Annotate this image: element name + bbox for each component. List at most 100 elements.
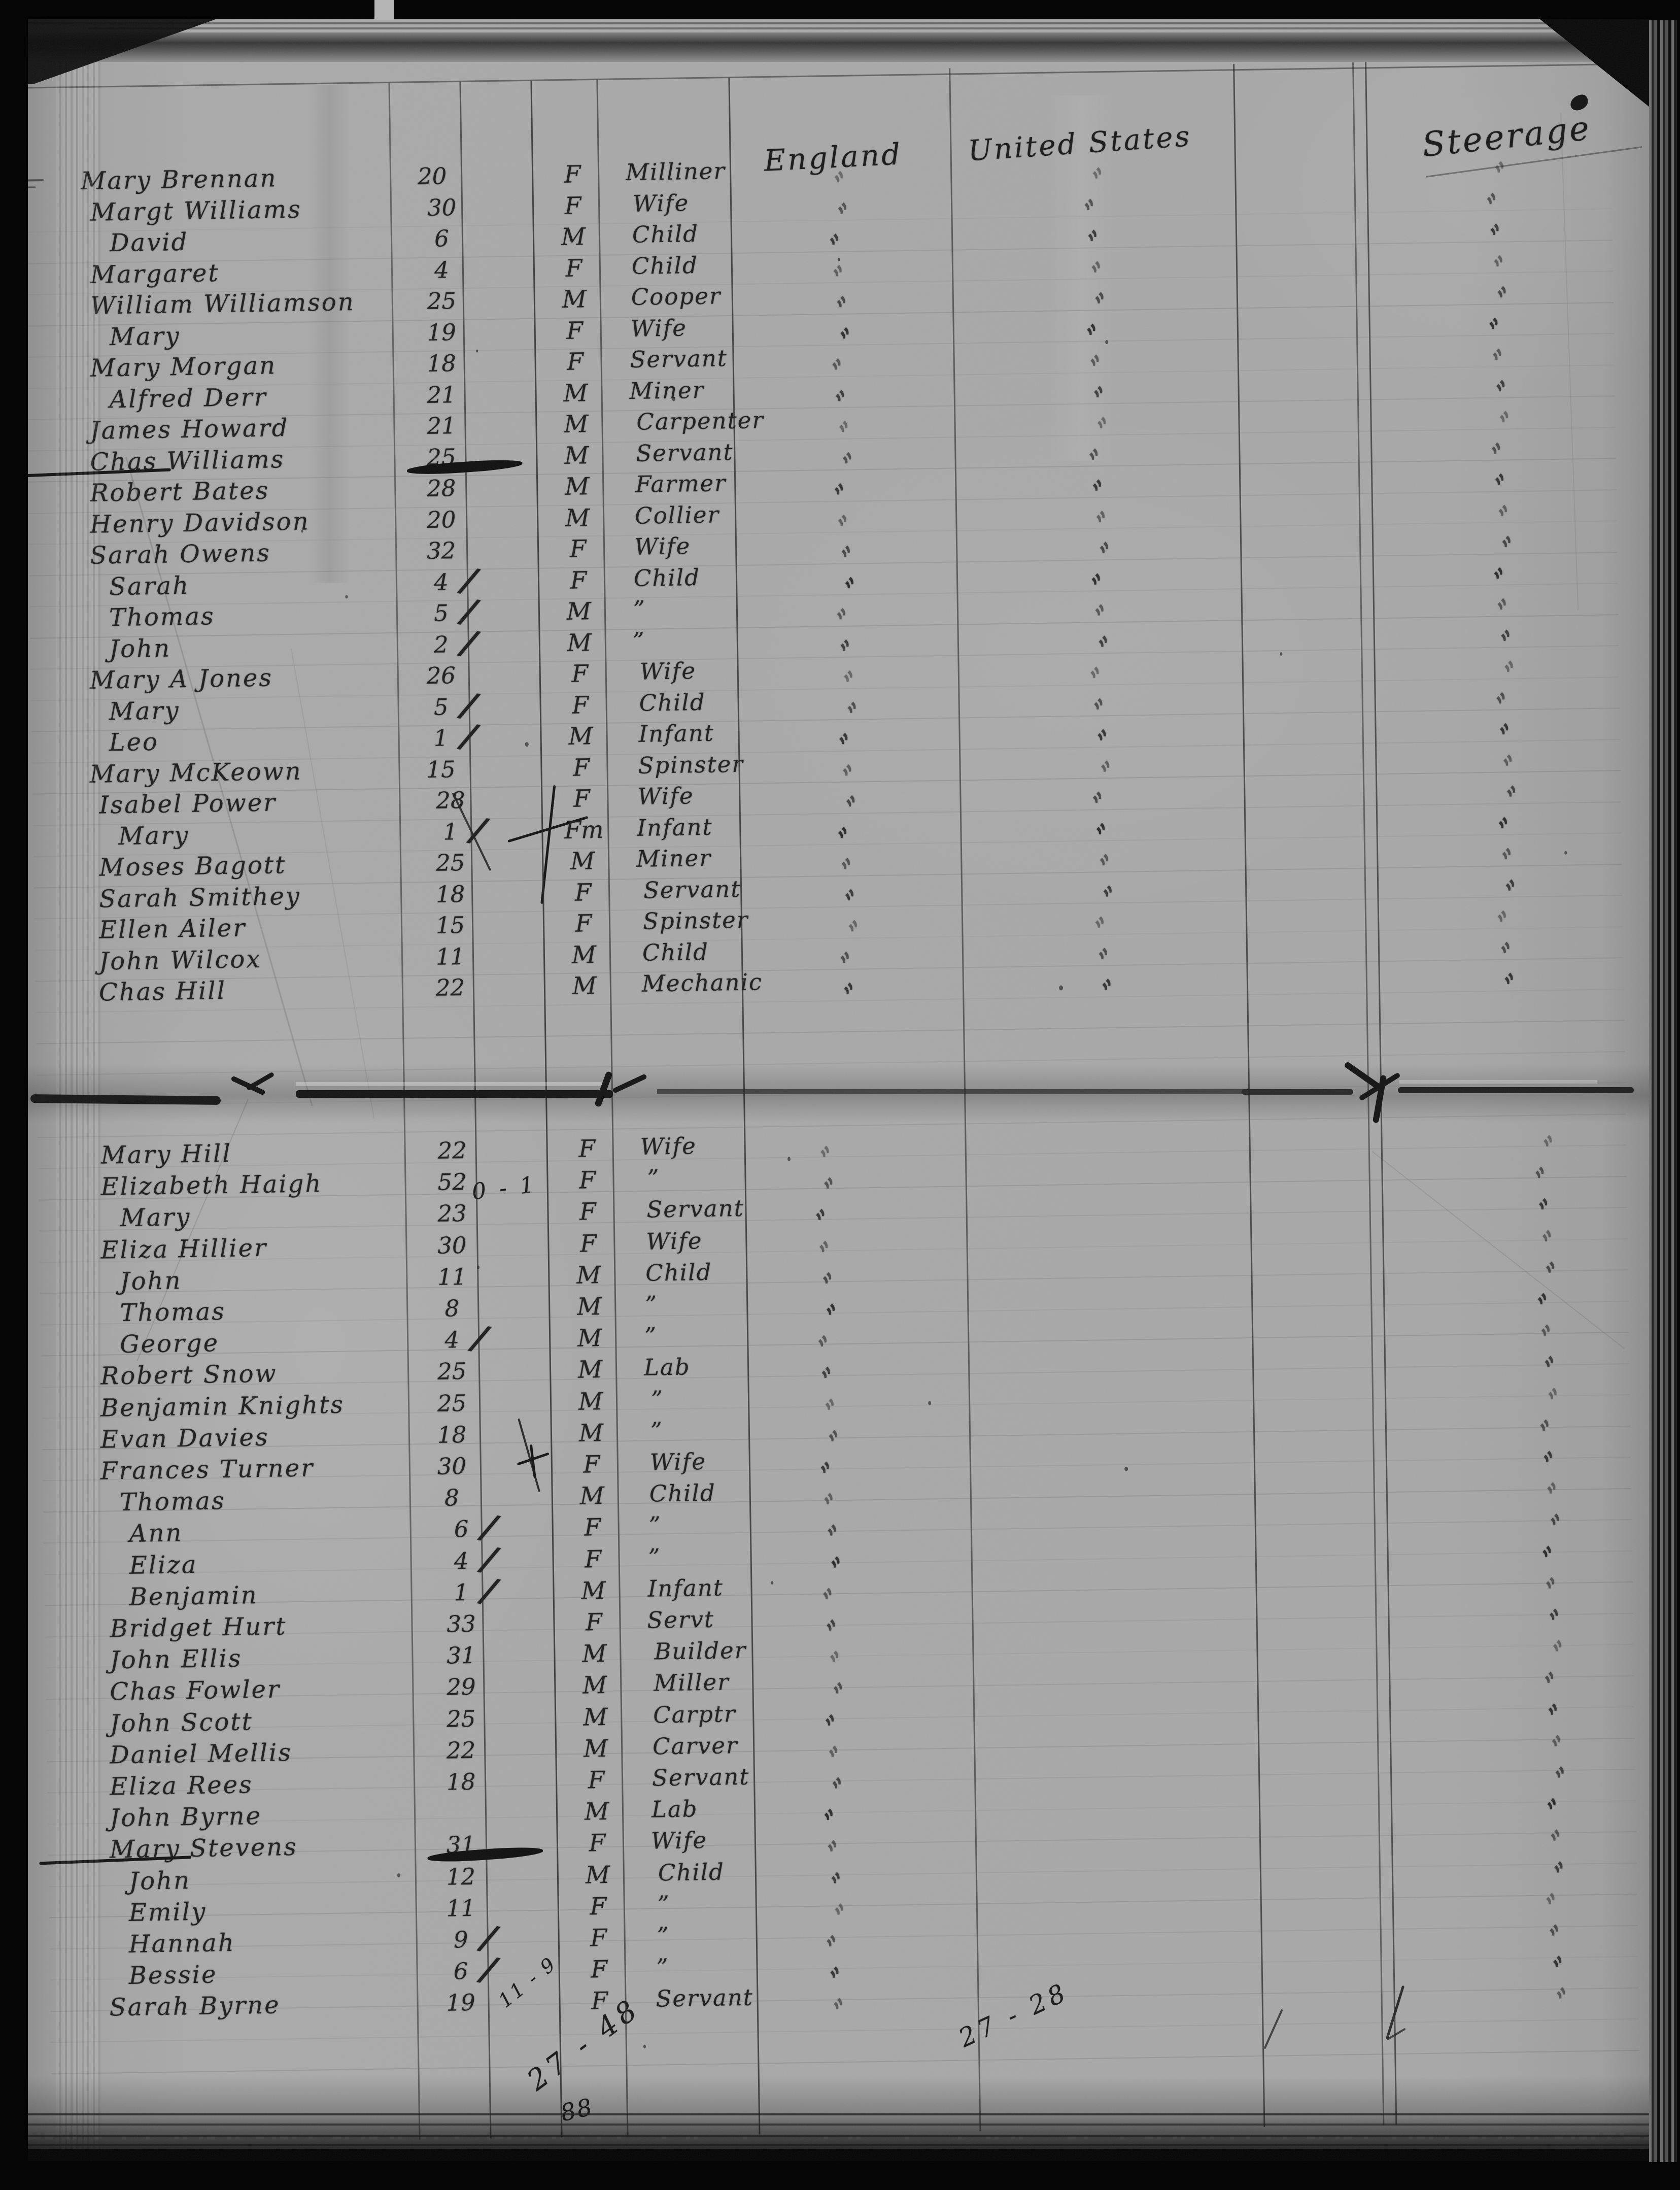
passenger-name: Sarah xyxy=(109,571,190,601)
ruling-line xyxy=(51,2049,1640,2074)
steerage-ditto-tick: ” xyxy=(1532,1288,1562,1317)
passenger-sex: F xyxy=(590,1956,608,1984)
steerage-ditto-tick: ” xyxy=(1540,1888,1570,1916)
passenger-name: Sarah Owens xyxy=(89,538,271,570)
ink-speck xyxy=(787,1157,791,1161)
passenger-name: Sarah Smithey xyxy=(98,882,301,914)
passenger-name: John xyxy=(120,1266,182,1296)
passenger-occupation: ” xyxy=(632,627,646,654)
passenger-occupation: ” xyxy=(650,1417,664,1444)
england-ditto-tick: ” xyxy=(819,1394,849,1422)
passenger-occupation: Servt xyxy=(647,1605,715,1634)
ruling-line xyxy=(37,1051,1625,1075)
passenger-age: 22 xyxy=(435,973,465,1001)
england-ditto-tick: ” xyxy=(813,1236,843,1264)
passenger-occupation: Collier xyxy=(634,500,720,529)
england-ditto-tick: ” xyxy=(824,1646,854,1675)
ink-speck xyxy=(1564,851,1567,855)
passenger-age: 52 xyxy=(437,1168,467,1196)
england-ditto-tick: ” xyxy=(823,1425,853,1454)
steerage-ditto-tick: ” xyxy=(1544,1919,1574,1948)
passenger-occupation: Wife xyxy=(650,1827,708,1855)
passenger-sex: F xyxy=(570,566,587,595)
ruling-line xyxy=(31,707,1620,732)
passenger-sex: M xyxy=(577,1324,602,1353)
passenger-occupation: ” xyxy=(647,1164,660,1192)
steerage-ditto-tick: ” xyxy=(1535,1320,1565,1349)
passenger-age: 30 xyxy=(437,1453,467,1480)
passenger-sex: F xyxy=(565,254,582,283)
passenger-sex: M xyxy=(571,940,597,969)
ink-speck xyxy=(476,349,478,353)
column-rule xyxy=(728,77,761,2135)
passenger-occupation: Servant xyxy=(630,345,728,373)
bottom-black-band xyxy=(28,2149,1652,2161)
passenger-sex: M xyxy=(567,628,592,657)
passenger-occupation: Lab xyxy=(651,1795,698,1823)
england-ditto-tick: ” xyxy=(819,1709,849,1738)
passenger-name: Mary McKeown xyxy=(89,757,302,789)
ink-speck xyxy=(928,1401,932,1405)
steerage-ditto-tick: ” xyxy=(1537,1130,1568,1159)
passenger-name: James Howard xyxy=(90,413,289,445)
steerage-ditto-tick: ” xyxy=(1547,1635,1577,1664)
column-rule xyxy=(1352,62,1385,2126)
ruling-line xyxy=(36,988,1624,1013)
steerage-ditto-tick: ” xyxy=(1539,1667,1569,1696)
passenger-occupation: Builder xyxy=(654,1637,747,1665)
passenger-name: Moses Bagott xyxy=(98,851,287,882)
passenger-age: 18 xyxy=(435,880,465,908)
top-border-notch xyxy=(374,0,394,20)
passenger-name: Benjamin Knights xyxy=(100,1390,345,1423)
passenger-name: John xyxy=(109,633,172,663)
passenger-sex: M xyxy=(579,1482,605,1510)
passenger-age: 32 xyxy=(426,537,456,564)
column-rule xyxy=(596,79,629,2137)
passenger-occupation: Child xyxy=(642,938,709,966)
passenger-sex: M xyxy=(578,1419,604,1447)
passenger-age: 25 xyxy=(437,1389,467,1417)
passenger-sex: M xyxy=(576,1261,601,1290)
england-ditto-tick: ” xyxy=(826,1867,855,1896)
passenger-age: 21 xyxy=(426,412,457,440)
england-ditto-tick: ” xyxy=(827,1772,856,1801)
passenger-name: Mary xyxy=(109,321,181,351)
passenger-name: Emily xyxy=(128,1897,207,1927)
england-ditto-tick: ” xyxy=(820,1299,850,1327)
passenger-sex: F xyxy=(591,1987,608,2015)
passenger-sex: F xyxy=(579,1198,597,1227)
england-ditto-tick: ” xyxy=(818,1804,848,1833)
ink-speck xyxy=(771,1581,774,1585)
passenger-sex: M xyxy=(582,1703,608,1732)
passenger-age: 29 xyxy=(446,1673,476,1701)
ruling-line xyxy=(30,614,1619,639)
passenger-occupation: Infant xyxy=(647,1574,724,1602)
passenger-name: Thomas xyxy=(119,1487,226,1517)
passenger-sex: M xyxy=(564,410,589,439)
passenger-occupation: Miner xyxy=(629,376,705,405)
passenger-occupation: ” xyxy=(648,1511,662,1539)
passenger-occupation: Child xyxy=(649,1479,716,1507)
passenger-sex: M xyxy=(581,1640,607,1668)
passenger-name: Thomas xyxy=(119,1297,226,1328)
steerage-ditto-tick: ” xyxy=(1542,1699,1572,1727)
passenger-occupation: ” xyxy=(644,1291,658,1318)
passenger-age: 23 xyxy=(437,1200,467,1228)
page-top-edge xyxy=(28,32,1652,62)
england-ditto-tick: ” xyxy=(821,1930,851,1959)
england-ditto-tick: ” xyxy=(828,1677,858,1706)
ink-speck xyxy=(397,1873,400,1878)
england-ditto-tick: ” xyxy=(829,1899,859,1927)
steerage-ditto-tick: ” xyxy=(1529,1162,1559,1191)
passenger-sex: F xyxy=(569,535,587,563)
passenger-name: Daniel Mellis xyxy=(109,1738,293,1770)
steerage-ditto-tick: ” xyxy=(1489,156,1519,185)
passenger-sex: Fm xyxy=(564,816,604,845)
passenger-name: David xyxy=(109,227,189,258)
passenger-sex: M xyxy=(577,1356,603,1385)
passenger-name: Bridget Hurt xyxy=(110,1612,287,1643)
header-rule xyxy=(28,63,1637,89)
column-rule xyxy=(1365,62,1397,2125)
passenger-age: 30 xyxy=(427,193,457,221)
